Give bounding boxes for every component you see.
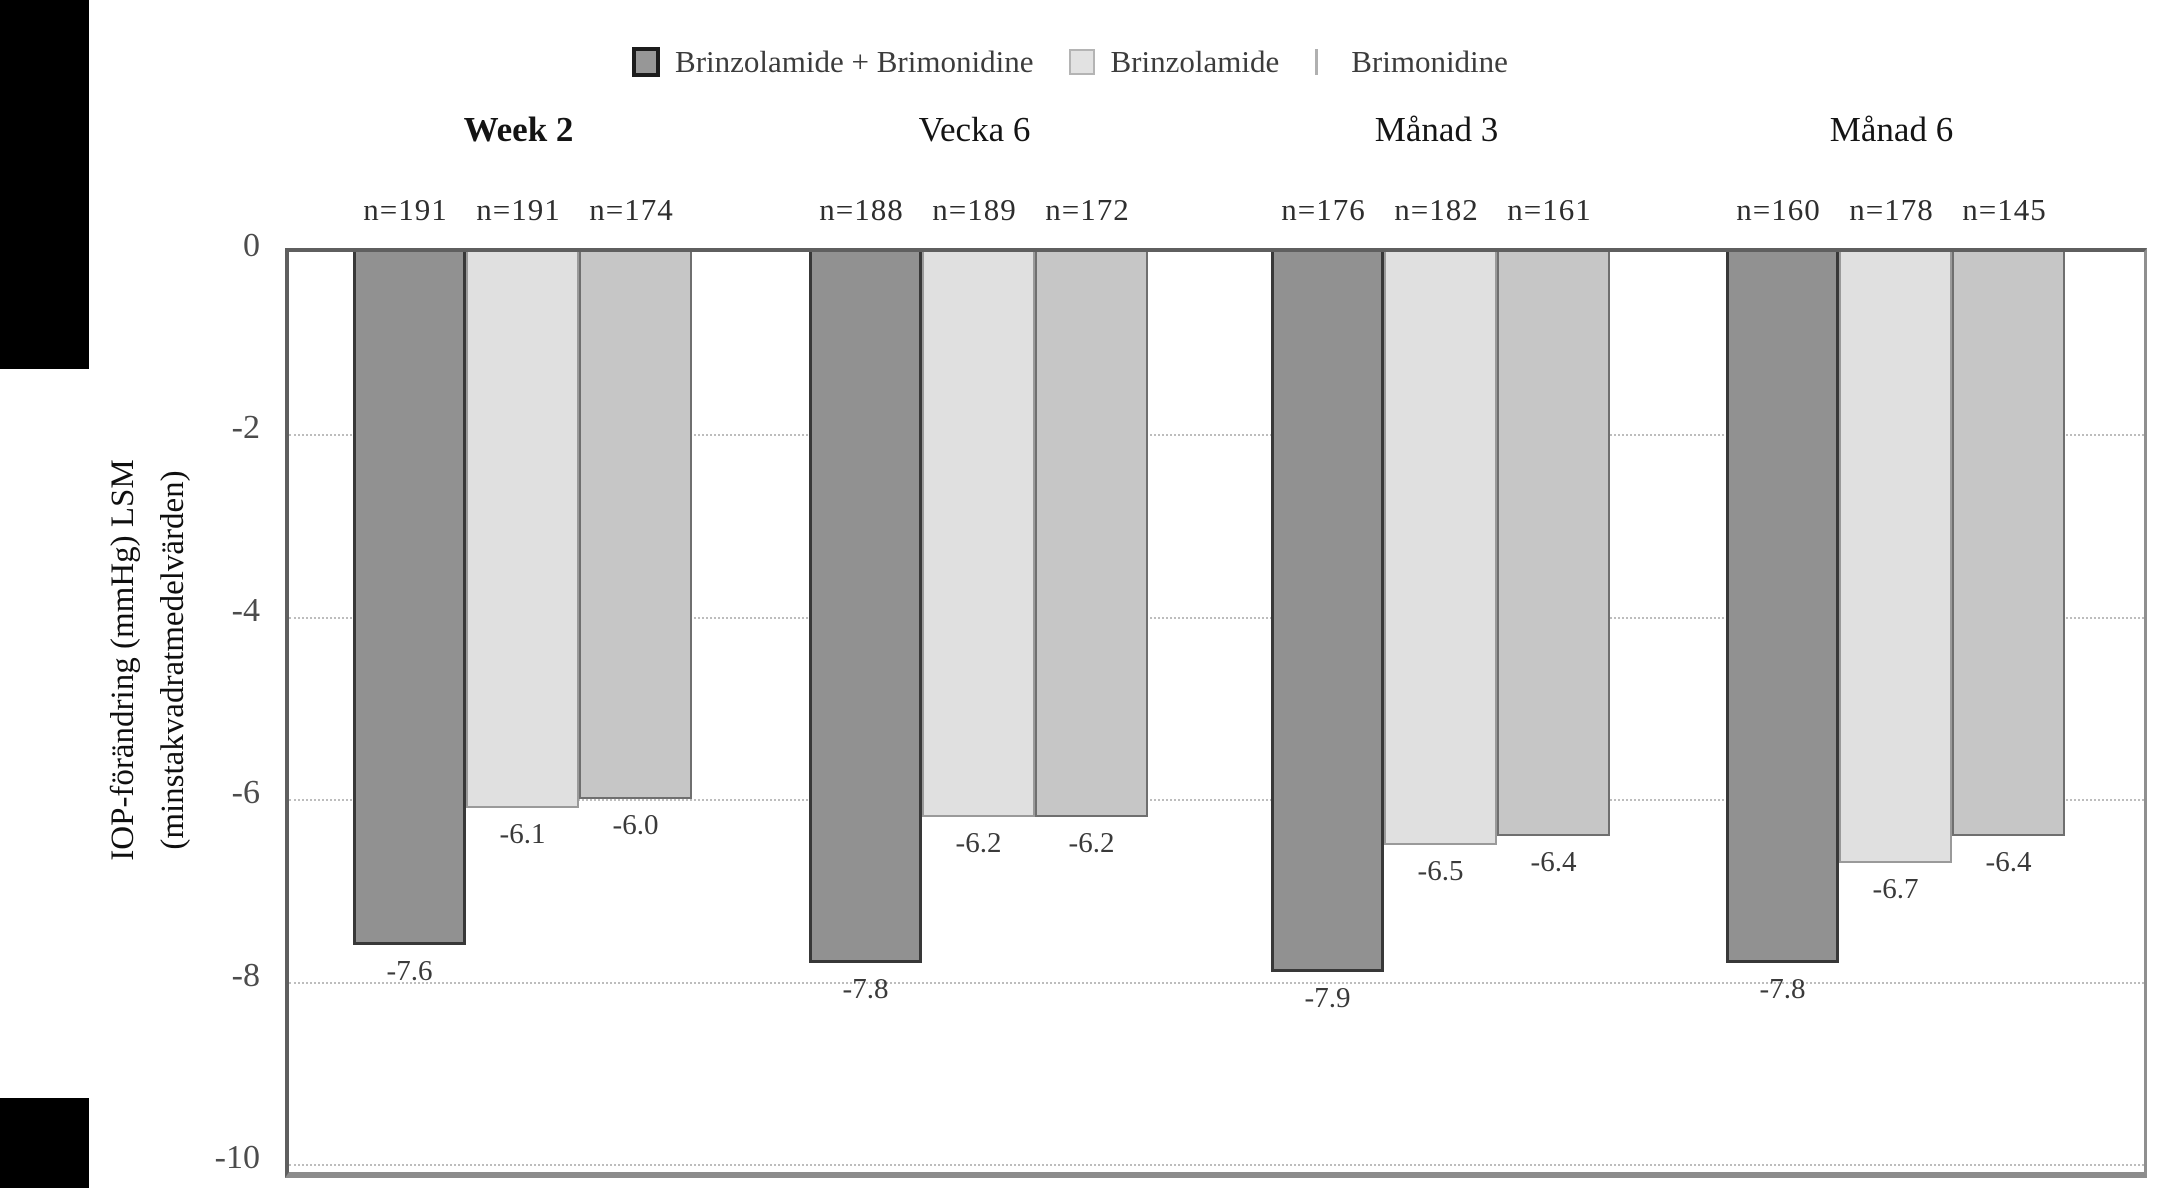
- n-count-label: n=174: [589, 192, 674, 227]
- bar-value-label: -6.1: [499, 818, 546, 851]
- bar-value-label: -6.2: [1068, 827, 1115, 860]
- legend: Brinzolamide + Brimonidine Brinzolamide Br…: [0, 44, 2140, 80]
- n-count-label: n=188: [819, 192, 904, 227]
- bar-brinzolamide-brimonidine: [353, 252, 466, 946]
- legend-label: Brinzolamide + Brimonidine: [675, 44, 1034, 79]
- legend-item: Brinzolamide: [1069, 44, 1279, 80]
- bar-value-label: -6.0: [612, 809, 659, 842]
- bar-brimonidine: [1497, 252, 1610, 836]
- gridline: [289, 981, 2144, 984]
- legend-swatch-icon: [1069, 49, 1096, 75]
- n-count-label: n=191: [476, 192, 561, 227]
- bar-slot: -6.5: [1384, 252, 1497, 972]
- bar-value-label: -7.9: [1304, 982, 1351, 1015]
- bar-value-label: -6.4: [1985, 845, 2032, 878]
- y-tick-label: -4: [231, 591, 260, 629]
- bar-brimonidine: [1952, 252, 2065, 836]
- bar-slot: -6.0: [579, 252, 692, 945]
- n-count-label: n=145: [1962, 192, 2047, 227]
- group-title: Månad 3: [1374, 110, 1499, 149]
- y-tick-label: -2: [231, 409, 260, 447]
- y-axis-title-line1: IOP-förändring (mmHg) LSM: [105, 459, 141, 861]
- n-count-label: n=160: [1736, 192, 1821, 227]
- bar-slot: -7.6: [353, 252, 466, 987]
- bar-group: -7.8 -6.7 -6.4: [1726, 252, 2065, 1005]
- bar-brinzolamide: [922, 252, 1035, 818]
- bar-brinzolamide-brimonidine: [809, 252, 922, 964]
- bar-brinzolamide: [1839, 252, 1952, 864]
- legend-item: Brimonidine: [1315, 44, 1508, 80]
- legend-swatch-icon: [1315, 49, 1319, 75]
- y-tick-label: -8: [231, 956, 260, 994]
- scan-artifact-bar-top: [0, 0, 89, 369]
- bar-slot: -6.2: [922, 252, 1035, 963]
- n-count-label: n=161: [1507, 192, 1592, 227]
- bar-slot: -7.8: [809, 252, 922, 1005]
- bar-value-label: -7.8: [1759, 973, 1806, 1006]
- gridline: [289, 1164, 2144, 1166]
- plot-area: -7.6 -6.1 -6.0 -7.8 -6.2 -6.2 -7.9 -6.5 -6.4 -7.8…: [285, 248, 2147, 1178]
- bar-brimonidine: [1035, 252, 1148, 818]
- bar-brimonidine: [579, 252, 692, 800]
- bar-group: -7.6 -6.1 -6.0: [353, 252, 692, 987]
- n-count-label: n=191: [363, 192, 448, 227]
- legend-swatch-icon: [632, 47, 661, 77]
- bar-slot: -6.4: [1497, 252, 1610, 972]
- bar-group: -7.9 -6.5 -6.4: [1271, 252, 1610, 1014]
- bar-slot: -6.7: [1839, 252, 1952, 963]
- legend-label: Brimonidine: [1351, 44, 1508, 79]
- gridline: [289, 799, 2144, 802]
- bar-brinzolamide: [466, 252, 579, 809]
- bar-slot: -6.4: [1952, 252, 2065, 963]
- y-axis-title: IOP-förändring (mmHg) LSM (minstakvadrat…: [99, 280, 205, 1040]
- bar-brinzolamide-brimonidine: [1726, 252, 1839, 964]
- n-count-label: n=172: [1045, 192, 1130, 227]
- group-title: Vecka 6: [918, 110, 1031, 149]
- bar-value-label: -6.5: [1417, 854, 1464, 887]
- bar-slot: -7.9: [1271, 252, 1384, 1014]
- scan-artifact-bar-bottom: [0, 1098, 89, 1188]
- bar-value-label: -6.4: [1530, 845, 1577, 878]
- bar-value-label: -6.2: [955, 827, 1002, 860]
- bar-value-label: -7.8: [842, 973, 889, 1006]
- n-count-label: n=182: [1394, 192, 1479, 227]
- gridline: [289, 434, 2144, 437]
- y-tick-label: 0: [243, 227, 260, 264]
- bar-brinzolamide: [1384, 252, 1497, 845]
- bar-value-label: -6.7: [1872, 873, 1919, 906]
- y-tick-label: -6: [231, 774, 260, 812]
- bar-group: -7.8 -6.2 -6.2: [809, 252, 1148, 1005]
- bar-slot: -6.1: [466, 252, 579, 945]
- n-count-label: n=176: [1281, 192, 1366, 227]
- bar-brinzolamide-brimonidine: [1271, 252, 1384, 973]
- bar-value-label: -7.6: [386, 955, 433, 988]
- n-count-label: n=178: [1849, 192, 1934, 227]
- group-title: Månad 6: [1829, 110, 1954, 149]
- legend-item: Brinzolamide + Brimonidine: [632, 44, 1033, 80]
- legend-label: Brinzolamide: [1110, 44, 1280, 79]
- gridline: [289, 616, 2144, 619]
- y-axis-title-line2: (minstakvadratmedelvärden): [154, 470, 191, 850]
- n-count-label: n=189: [932, 192, 1017, 227]
- bar-slot: -7.8: [1726, 252, 1839, 1005]
- group-title: Week 2: [463, 110, 574, 149]
- bar-slot: -6.2: [1035, 252, 1148, 963]
- y-tick-label: -10: [214, 1139, 260, 1176]
